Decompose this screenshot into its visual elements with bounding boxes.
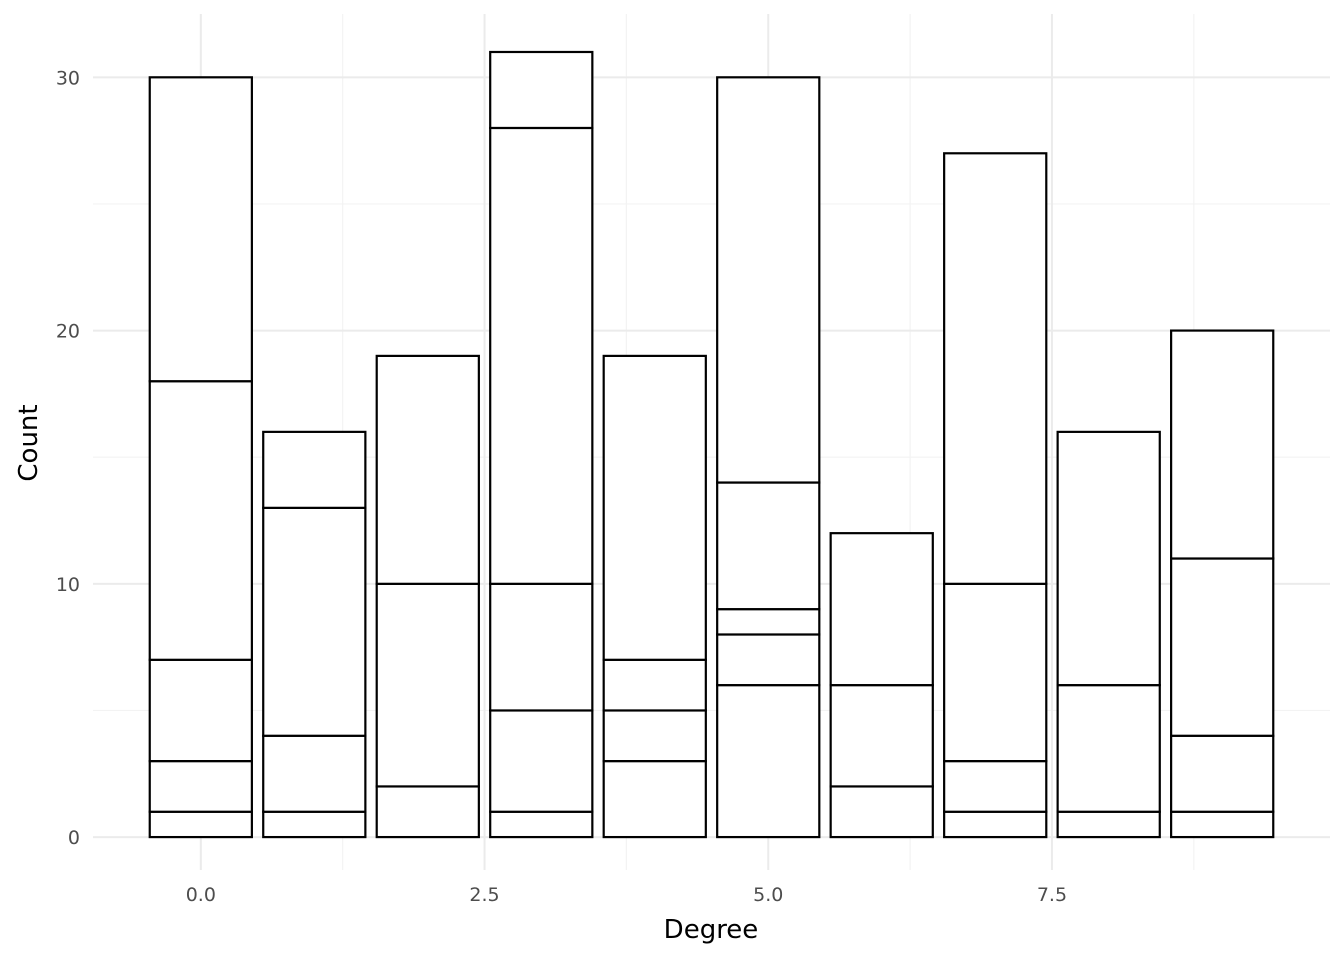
bar-segment bbox=[943, 582, 1048, 763]
bar-segment bbox=[1170, 734, 1275, 813]
bar-segment bbox=[716, 684, 821, 839]
bar-segment bbox=[148, 658, 253, 763]
bar-segment bbox=[1056, 684, 1161, 813]
y-tick-label: 30 bbox=[56, 67, 80, 89]
x-tick-label: 7.5 bbox=[1037, 884, 1067, 906]
bar-segment bbox=[943, 760, 1048, 813]
bar-segment bbox=[602, 709, 707, 763]
bar-segment bbox=[148, 76, 253, 383]
tick-labels: 0.0 2.5 5.0 7.5 0 10 20 30 bbox=[56, 67, 1067, 906]
bar-segment bbox=[943, 152, 1048, 585]
y-tick-label: 0 bbox=[68, 827, 80, 849]
y-tick-label: 10 bbox=[56, 574, 80, 596]
bar-segment bbox=[148, 810, 253, 839]
bar-segment bbox=[375, 582, 480, 788]
bar-segment bbox=[716, 481, 821, 611]
bar-segment bbox=[262, 734, 367, 813]
bar-segment bbox=[375, 354, 480, 585]
bar-segment bbox=[602, 354, 707, 661]
bar-segment bbox=[1170, 810, 1275, 839]
bar-segment bbox=[489, 50, 594, 130]
y-axis-title: Count bbox=[14, 404, 44, 481]
bars-layer bbox=[148, 50, 1275, 839]
y-tick-label: 20 bbox=[56, 321, 80, 343]
bar-segment bbox=[1056, 810, 1161, 839]
x-tick-label: 5.0 bbox=[753, 884, 783, 906]
bar-segment bbox=[602, 760, 707, 839]
bar-segment bbox=[829, 785, 934, 839]
bar-segment bbox=[262, 506, 367, 737]
bar-segment bbox=[489, 126, 594, 585]
bar-segment bbox=[1170, 329, 1275, 560]
bar-segment bbox=[602, 658, 707, 712]
x-axis-title: Degree bbox=[664, 915, 759, 945]
bar-segment bbox=[1170, 557, 1275, 737]
bar-segment bbox=[148, 380, 253, 661]
bar-segment bbox=[148, 760, 253, 813]
bar-segment bbox=[489, 582, 594, 712]
bar-segment bbox=[829, 532, 934, 687]
bar-segment bbox=[262, 430, 367, 509]
bar-segment bbox=[716, 76, 821, 484]
bar-segment bbox=[489, 709, 594, 813]
bar-segment bbox=[262, 810, 367, 839]
bar-segment bbox=[375, 785, 480, 839]
x-tick-label: 0.0 bbox=[186, 884, 216, 906]
bar-segment bbox=[716, 633, 821, 687]
bar-segment bbox=[489, 810, 594, 839]
bar-segment bbox=[829, 684, 934, 788]
bar-segment bbox=[716, 608, 821, 636]
bar-segment bbox=[1056, 430, 1161, 687]
x-tick-label: 2.5 bbox=[469, 884, 499, 906]
bar-segment bbox=[943, 810, 1048, 839]
